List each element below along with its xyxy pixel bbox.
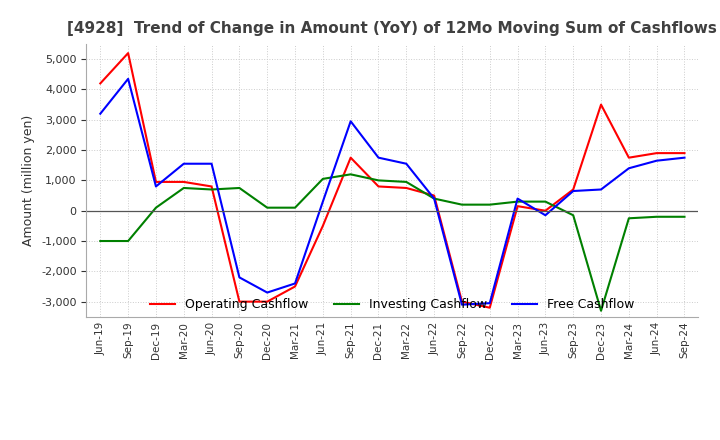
Free Cashflow: [179, 161, 188, 166]
Investing Cashflow: [569, 213, 577, 218]
Free Cashflow: [597, 187, 606, 192]
Line: Investing Cashflow: Investing Cashflow: [100, 174, 685, 311]
Investing Cashflow: [652, 214, 661, 220]
Investing Cashflow: [597, 308, 606, 313]
Investing Cashflow: [624, 216, 633, 221]
Investing Cashflow: [680, 214, 689, 220]
Operating Cashflow: [569, 187, 577, 192]
Investing Cashflow: [458, 202, 467, 207]
Free Cashflow: [513, 196, 522, 201]
Free Cashflow: [652, 158, 661, 163]
Operating Cashflow: [318, 223, 327, 228]
Operating Cashflow: [346, 155, 355, 160]
Line: Operating Cashflow: Operating Cashflow: [100, 53, 685, 308]
Free Cashflow: [430, 196, 438, 201]
Investing Cashflow: [235, 185, 243, 191]
Investing Cashflow: [291, 205, 300, 210]
Free Cashflow: [680, 155, 689, 160]
Legend: Operating Cashflow, Investing Cashflow, Free Cashflow: Operating Cashflow, Investing Cashflow, …: [145, 293, 639, 316]
Free Cashflow: [541, 213, 550, 218]
Line: Free Cashflow: Free Cashflow: [100, 79, 685, 304]
Operating Cashflow: [541, 208, 550, 213]
Operating Cashflow: [207, 184, 216, 189]
Investing Cashflow: [124, 238, 132, 244]
Free Cashflow: [374, 155, 383, 160]
Investing Cashflow: [485, 202, 494, 207]
Operating Cashflow: [624, 155, 633, 160]
Investing Cashflow: [263, 205, 271, 210]
Investing Cashflow: [346, 172, 355, 177]
Investing Cashflow: [318, 176, 327, 182]
Operating Cashflow: [179, 179, 188, 184]
Investing Cashflow: [541, 199, 550, 204]
Free Cashflow: [96, 111, 104, 116]
Investing Cashflow: [179, 185, 188, 191]
Investing Cashflow: [374, 178, 383, 183]
Investing Cashflow: [207, 187, 216, 192]
Y-axis label: Amount (million yen): Amount (million yen): [22, 115, 35, 246]
Free Cashflow: [263, 290, 271, 295]
Free Cashflow: [485, 301, 494, 306]
Free Cashflow: [569, 188, 577, 194]
Free Cashflow: [152, 184, 161, 189]
Title: [4928]  Trend of Change in Amount (YoY) of 12Mo Moving Sum of Cashflows: [4928] Trend of Change in Amount (YoY) o…: [68, 21, 717, 36]
Operating Cashflow: [513, 204, 522, 209]
Operating Cashflow: [96, 81, 104, 86]
Operating Cashflow: [430, 193, 438, 198]
Investing Cashflow: [513, 199, 522, 204]
Operating Cashflow: [597, 102, 606, 107]
Free Cashflow: [291, 281, 300, 286]
Operating Cashflow: [291, 284, 300, 289]
Operating Cashflow: [235, 299, 243, 304]
Free Cashflow: [624, 165, 633, 171]
Operating Cashflow: [485, 305, 494, 310]
Investing Cashflow: [430, 196, 438, 201]
Operating Cashflow: [374, 184, 383, 189]
Free Cashflow: [402, 161, 410, 166]
Free Cashflow: [346, 119, 355, 124]
Investing Cashflow: [96, 238, 104, 244]
Operating Cashflow: [652, 150, 661, 156]
Free Cashflow: [124, 76, 132, 81]
Operating Cashflow: [680, 150, 689, 156]
Free Cashflow: [207, 161, 216, 166]
Free Cashflow: [318, 199, 327, 204]
Investing Cashflow: [402, 179, 410, 184]
Operating Cashflow: [263, 299, 271, 304]
Investing Cashflow: [152, 205, 161, 210]
Free Cashflow: [458, 302, 467, 307]
Free Cashflow: [235, 275, 243, 280]
Operating Cashflow: [458, 299, 467, 304]
Operating Cashflow: [152, 179, 161, 184]
Operating Cashflow: [402, 185, 410, 191]
Operating Cashflow: [124, 51, 132, 56]
